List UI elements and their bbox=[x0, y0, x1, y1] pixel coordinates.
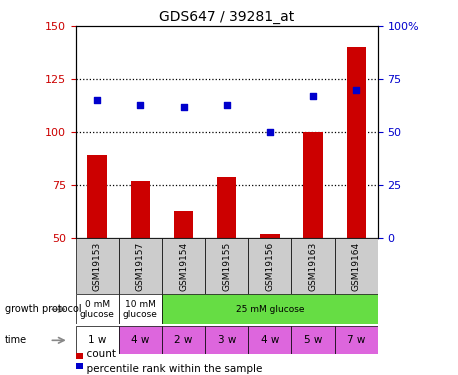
Bar bbox=[76, 363, 83, 369]
Text: GSM19163: GSM19163 bbox=[309, 242, 317, 291]
Bar bbox=[119, 294, 162, 324]
Bar bbox=[76, 326, 119, 354]
Bar bbox=[205, 238, 248, 294]
Point bbox=[266, 129, 273, 135]
Bar bbox=[162, 238, 205, 294]
Text: GSM19156: GSM19156 bbox=[265, 242, 274, 291]
Bar bbox=[248, 238, 291, 294]
Bar bbox=[87, 156, 107, 344]
Text: count: count bbox=[80, 350, 116, 359]
Title: GDS647 / 39281_at: GDS647 / 39281_at bbox=[159, 10, 294, 24]
Bar bbox=[119, 238, 162, 294]
Bar bbox=[174, 211, 193, 344]
Bar bbox=[119, 326, 162, 354]
Text: 1 w: 1 w bbox=[88, 335, 106, 345]
Text: 3 w: 3 w bbox=[218, 335, 236, 345]
Bar bbox=[260, 234, 279, 344]
Text: percentile rank within the sample: percentile rank within the sample bbox=[80, 364, 262, 374]
Bar bbox=[131, 181, 150, 344]
Point bbox=[180, 104, 187, 110]
Bar bbox=[162, 294, 378, 324]
Text: 5 w: 5 w bbox=[304, 335, 322, 345]
Text: growth protocol: growth protocol bbox=[5, 304, 81, 314]
Text: 0 mM
glucose: 0 mM glucose bbox=[80, 300, 114, 319]
Bar bbox=[76, 294, 119, 324]
Bar bbox=[217, 177, 236, 344]
Text: 7 w: 7 w bbox=[347, 335, 365, 345]
Text: GSM19157: GSM19157 bbox=[136, 242, 145, 291]
Text: 10 mM
glucose: 10 mM glucose bbox=[123, 300, 158, 319]
Bar bbox=[162, 326, 205, 354]
Point bbox=[310, 93, 317, 99]
Point bbox=[93, 98, 101, 104]
Bar bbox=[248, 326, 291, 354]
Point bbox=[223, 102, 230, 108]
Text: 2 w: 2 w bbox=[174, 335, 193, 345]
Text: GSM19153: GSM19153 bbox=[93, 242, 102, 291]
Text: GSM19164: GSM19164 bbox=[352, 242, 361, 291]
Bar bbox=[205, 326, 248, 354]
Text: GSM19155: GSM19155 bbox=[222, 242, 231, 291]
Point bbox=[136, 102, 144, 108]
Bar bbox=[76, 238, 119, 294]
Bar bbox=[76, 353, 83, 359]
Bar bbox=[335, 326, 378, 354]
Point bbox=[353, 87, 360, 93]
Text: 4 w: 4 w bbox=[131, 335, 149, 345]
Text: GSM19154: GSM19154 bbox=[179, 242, 188, 291]
Bar bbox=[291, 238, 335, 294]
Bar bbox=[347, 48, 366, 344]
Bar bbox=[335, 238, 378, 294]
Text: 25 mM glucose: 25 mM glucose bbox=[236, 305, 304, 314]
Bar bbox=[303, 132, 323, 344]
Text: time: time bbox=[5, 335, 27, 345]
Text: 4 w: 4 w bbox=[261, 335, 279, 345]
Bar bbox=[291, 326, 335, 354]
